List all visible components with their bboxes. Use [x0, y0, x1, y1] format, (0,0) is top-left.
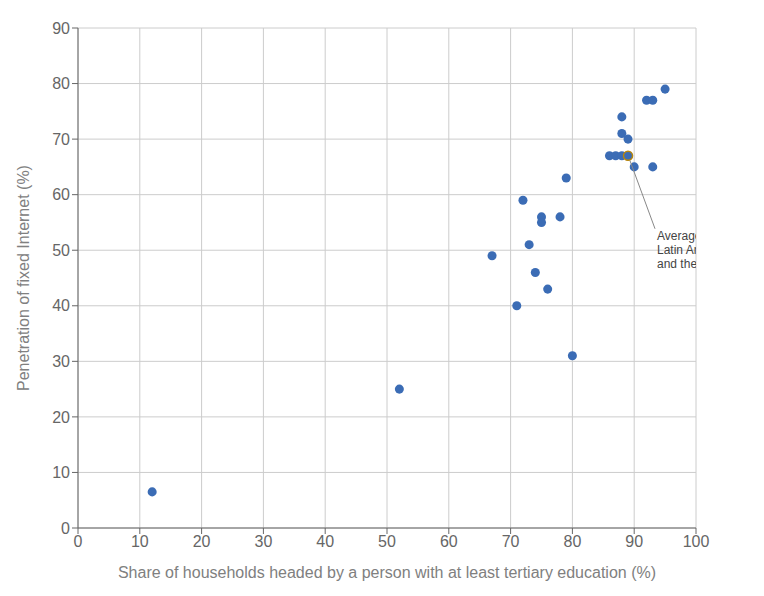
svg-text:30: 30	[52, 353, 70, 370]
svg-text:Average inLatin Americaand the: Average inLatin Americaand the Caribbean	[657, 229, 696, 271]
svg-text:30: 30	[255, 533, 273, 550]
svg-text:50: 50	[378, 533, 396, 550]
svg-text:20: 20	[193, 533, 211, 550]
svg-text:90: 90	[625, 533, 643, 550]
svg-text:Penetration of fixed Internet: Penetration of fixed Internet (%)	[15, 165, 32, 391]
svg-text:70: 70	[52, 131, 70, 148]
svg-text:40: 40	[316, 533, 334, 550]
svg-text:100: 100	[683, 533, 710, 550]
svg-text:0: 0	[74, 533, 83, 550]
svg-text:0: 0	[61, 520, 70, 537]
svg-text:40: 40	[52, 297, 70, 314]
svg-text:60: 60	[52, 186, 70, 203]
svg-text:70: 70	[502, 533, 520, 550]
svg-text:Share of households headed by: Share of households headed by a person w…	[118, 564, 656, 581]
svg-text:80: 80	[52, 75, 70, 92]
svg-text:10: 10	[131, 533, 149, 550]
svg-text:80: 80	[564, 533, 582, 550]
svg-text:20: 20	[52, 409, 70, 426]
svg-text:90: 90	[52, 20, 70, 37]
svg-text:60: 60	[440, 533, 458, 550]
svg-text:10: 10	[52, 464, 70, 481]
svg-text:50: 50	[52, 242, 70, 259]
